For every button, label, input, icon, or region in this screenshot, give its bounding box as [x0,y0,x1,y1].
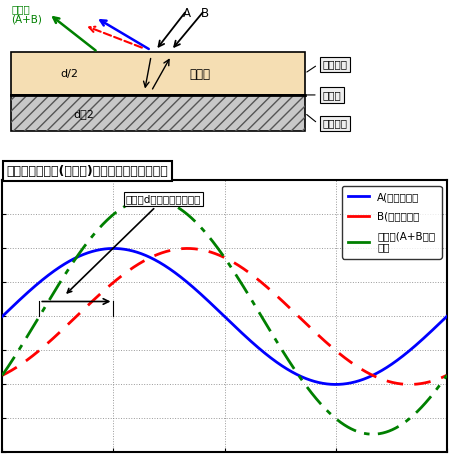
Legend: A(表面反射）, B(裏面反射）, 受光波(A+Bの合
成）: A(表面反射）, B(裏面反射）, 受光波(A+Bの合 成） [342,186,441,259]
Text: B: B [200,7,208,20]
Text: 光路長dだけ位相が遅れる: 光路長dだけ位相が遅れる [67,194,201,293]
Text: A: A [183,7,191,20]
Text: 測定対象: 測定対象 [322,60,347,69]
Text: 反射板等: 反射板等 [322,118,347,128]
Text: d／2: d／2 [73,109,94,119]
Text: 光路長: 光路長 [189,68,210,81]
Text: 境界面: 境界面 [322,90,341,100]
Text: d/2: d/2 [60,69,78,80]
Bar [11,95,304,131]
Bar [11,52,304,95]
Text: 受光波
(A+B): 受光波 (A+B) [11,4,42,25]
Text: 表面反射と裏面(境界面)反射光の位相差のズレ: 表面反射と裏面(境界面)反射光の位相差のズレ [7,165,168,178]
Bar [11,95,304,131]
